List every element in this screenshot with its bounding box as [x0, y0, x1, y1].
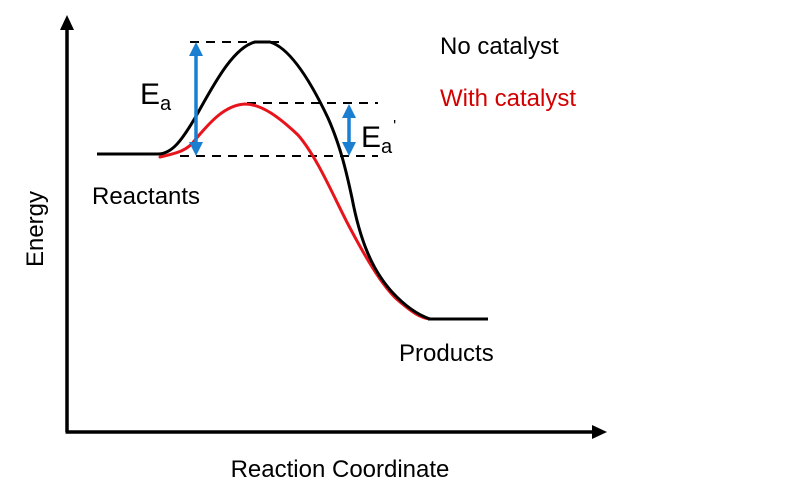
y-axis-title: Energy: [22, 191, 49, 267]
products-label: Products: [399, 340, 494, 367]
ea-prime-arrow-down-icon: [342, 142, 356, 156]
ea-prime-label: Ea': [361, 118, 396, 158]
ea-prime-arrow-up-icon: [342, 104, 356, 118]
ea-arrow: [189, 42, 203, 156]
ea-arrow-up-icon: [189, 42, 203, 56]
legend-no-catalyst: No catalyst: [440, 33, 559, 60]
ea-prime-arrow: [342, 104, 356, 156]
ea-label: Ea: [140, 78, 172, 115]
reactants-label: Reactants: [92, 183, 200, 210]
ea-arrow-down-icon: [189, 142, 203, 156]
x-axis-title: Reaction Coordinate: [231, 456, 450, 483]
x-axis-arrow-icon: [592, 425, 607, 439]
y-axis-arrow-icon: [60, 15, 74, 30]
axes: [60, 15, 607, 439]
legend-with-catalyst: With catalyst: [440, 85, 576, 112]
dashed-reference-lines: [180, 41, 378, 157]
